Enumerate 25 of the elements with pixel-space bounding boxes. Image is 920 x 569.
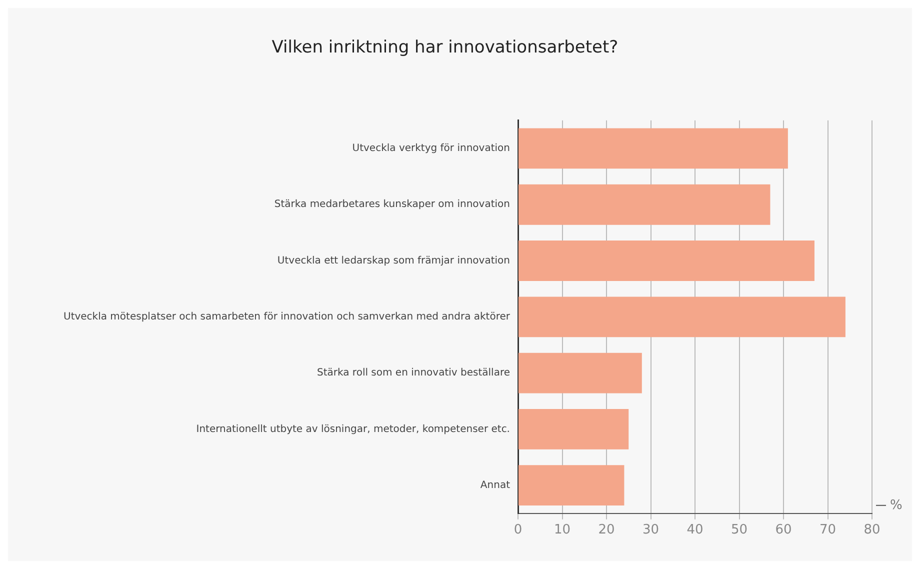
x-tick-label: 40 [686,522,704,538]
bar [518,184,770,225]
x-tick-label: 50 [730,522,748,538]
y-tick-label: Stärka medarbetares kunskaper om innovation [274,199,510,210]
chart-title: Vilken inriktning har innovationsarbetet? [272,38,618,58]
x-tick-label: 20 [598,522,615,538]
bar [518,352,642,394]
x-tick-label: 0 [514,522,522,538]
x-tick-label: 30 [642,522,660,538]
y-tick-label: Stärka roll som en innovativ beställare [317,368,510,379]
y-tick-label: Utveckla mötesplatser och samarbeten för innovation och samverkan med andra aktörer [64,311,511,322]
x-tick-label: 80 [864,522,880,538]
bar [518,240,814,281]
bar [518,128,788,169]
bar [518,408,629,450]
x-tick-label: 60 [775,522,792,538]
bar [518,296,846,338]
y-tick-label: Annat [480,480,510,491]
y-tick-label: Utveckla verktyg för innovation [352,143,510,154]
x-tick-label: 10 [554,522,571,538]
x-tick-label: 70 [819,522,836,538]
bar [518,465,624,506]
y-tick-label: Internationellt utbyte av lösningar, metoder, kompetenser etc. [196,424,510,435]
y-tick-label: Utveckla ett ledarskap som främjar innovation [277,255,510,266]
x-axis-title: % [890,498,902,513]
